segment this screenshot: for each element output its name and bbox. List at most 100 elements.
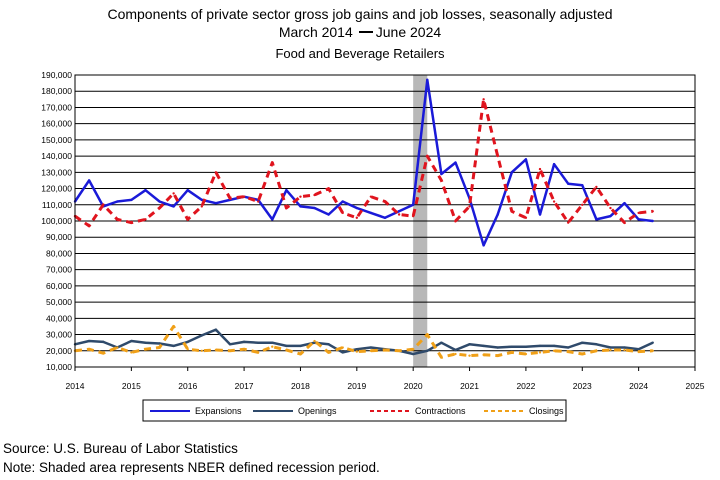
data-point-contractions	[285, 206, 288, 210]
x-tick-label: 2021	[460, 381, 479, 391]
y-tick-label: 120,000	[41, 184, 72, 194]
data-point-closings	[440, 356, 443, 359]
data-point-closings	[144, 347, 147, 351]
data-point-contractions	[426, 154, 429, 158]
source-note: Source: U.S. Bureau of Labor Statistics	[3, 441, 238, 456]
x-tick-label: 2024	[629, 381, 648, 391]
data-point-closings	[581, 352, 584, 356]
data-point-expansions	[327, 213, 330, 216]
data-point-contractions	[538, 167, 542, 171]
y-axis-tick-labels: 10,000 20,000 30,000 40,000 50,000 60,000 70,0…	[41, 70, 72, 372]
data-point-closings	[468, 354, 471, 357]
data-point-contractions	[651, 210, 654, 213]
x-tick-label: 2017	[235, 381, 254, 391]
data-point-contractions	[454, 219, 457, 223]
data-point-closings	[242, 347, 246, 351]
data-point-closings	[566, 350, 570, 353]
chart-title: Components of private sector gross job g…	[107, 6, 613, 22]
series-line-expansions	[73, 78, 653, 247]
x-tick-label: 2016	[178, 381, 197, 391]
data-point-expansions	[510, 171, 514, 174]
data-point-openings	[581, 341, 584, 344]
data-point-expansions	[651, 219, 654, 223]
data-point-openings	[496, 346, 499, 349]
data-point-expansions	[313, 206, 316, 210]
data-point-openings	[271, 341, 274, 344]
data-point-expansions	[158, 200, 161, 203]
data-point-openings	[411, 352, 415, 356]
data-point-expansions	[566, 182, 570, 185]
x-axis-tick-labels: 2014 2015 2016 2017 2018 2019 2020 2021 2022 2023…	[66, 381, 705, 391]
chart-date-range: March 2014 June 2024	[0, 24, 720, 41]
data-point-expansions	[369, 211, 373, 215]
data-point-openings	[87, 339, 91, 343]
y-tick-label: 10,000	[46, 362, 72, 372]
data-point-openings	[482, 344, 485, 348]
data-point-expansions	[426, 78, 429, 82]
plot-frame	[74, 74, 696, 368]
data-point-closings	[299, 352, 302, 356]
y-tick-label: 130,000	[41, 167, 72, 177]
data-point-contractions	[214, 171, 218, 174]
legend-box	[142, 399, 567, 422]
data-point-openings	[440, 341, 443, 344]
series-line-openings	[74, 328, 654, 356]
data-point-openings	[101, 340, 105, 344]
data-point-contractions	[271, 161, 274, 164]
data-point-openings	[327, 343, 330, 346]
data-point-contractions	[468, 205, 471, 208]
y-tick-label: 30,000	[46, 330, 72, 340]
data-point-closings	[482, 353, 485, 357]
data-point-contractions	[130, 221, 133, 224]
data-point-contractions	[496, 154, 499, 158]
data-point-contractions	[101, 203, 105, 206]
data-point-openings	[130, 339, 133, 343]
data-point-openings	[172, 344, 175, 348]
y-tick-label: 90,000	[46, 232, 72, 242]
data-point-openings	[242, 340, 246, 344]
data-point-expansions	[538, 213, 542, 216]
data-point-closings	[271, 345, 274, 348]
data-point-closings	[87, 347, 91, 351]
y-tick-label: 50,000	[46, 297, 72, 307]
data-point-openings	[341, 351, 344, 354]
data-point-expansions	[271, 218, 274, 221]
data-point-closings	[383, 348, 387, 352]
data-point-contractions	[609, 206, 612, 210]
data-point-openings	[144, 341, 147, 344]
y-tick-label: 110,000	[42, 200, 72, 210]
data-point-closings	[397, 349, 401, 352]
data-point-expansions	[397, 210, 401, 213]
data-point-expansions	[200, 198, 204, 202]
data-point-openings	[256, 341, 260, 344]
data-point-closings	[426, 333, 429, 336]
y-tick-label: 40,000	[46, 313, 72, 323]
recession-note: Note: Shaded area represents NBER define…	[3, 460, 380, 475]
data-point-contractions	[552, 200, 556, 203]
data-point-contractions	[116, 218, 119, 221]
x-tick-label: 2020	[404, 381, 423, 391]
y-tick-label: 60,000	[46, 281, 72, 291]
data-point-contractions	[327, 187, 330, 190]
data-point-closings	[256, 351, 260, 354]
data-point-expansions	[623, 201, 626, 205]
data-point-closings	[651, 349, 654, 352]
data-point-expansions	[355, 206, 359, 210]
data-point-contractions	[595, 185, 598, 189]
data-point-closings	[411, 347, 415, 351]
data-point-openings	[426, 349, 429, 352]
data-point-closings	[496, 354, 499, 357]
y-tick-label: 140,000	[41, 151, 72, 161]
data-point-openings	[609, 346, 612, 349]
data-point-contractions	[623, 221, 626, 224]
data-point-expansions	[87, 179, 91, 182]
data-point-expansions	[595, 218, 598, 221]
data-point-closings	[552, 349, 556, 352]
data-point-contractions	[256, 200, 260, 203]
data-point-contractions	[482, 98, 485, 101]
data-point-contractions	[242, 195, 246, 198]
data-point-openings	[369, 346, 373, 349]
data-point-openings	[623, 346, 626, 349]
data-point-contractions	[566, 221, 570, 224]
data-point-closings	[214, 348, 218, 352]
